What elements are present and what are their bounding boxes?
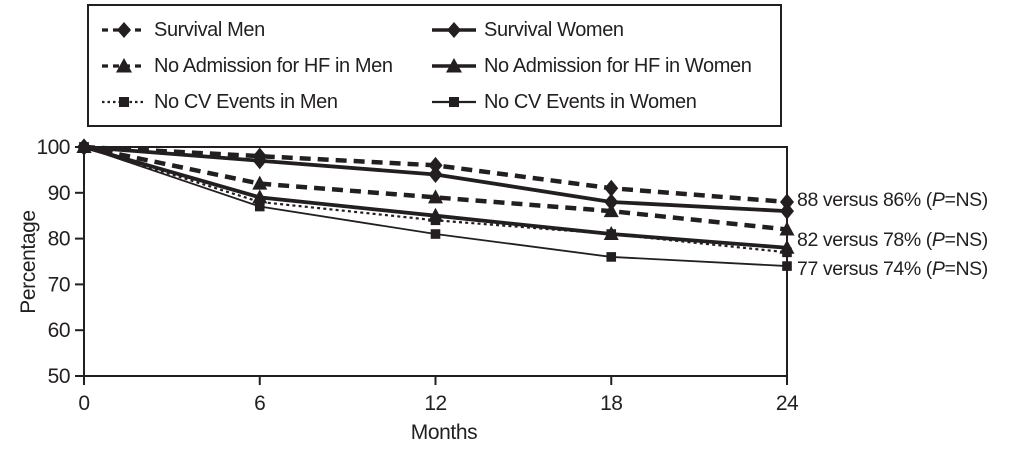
marker-square-4: [430, 215, 441, 226]
marker-diamond-1: [252, 152, 267, 170]
legend-item-cv-men: No CV Events in Men: [101, 84, 431, 120]
marker-square-5: [430, 229, 441, 239]
marker-triangle-2: [252, 175, 268, 190]
marker-diamond-0: [604, 179, 619, 197]
annotation-hf-comparison: 82 versus 78% (P=NS): [797, 229, 988, 252]
marker-square-5: [606, 252, 617, 262]
annotation-p-symbol: P: [931, 258, 945, 280]
marker-diamond-1: [780, 202, 794, 220]
legend-item-cv-women: No CV Events in Women: [431, 84, 780, 120]
annotation-text: =NS): [944, 258, 989, 280]
marker-triangle-2: [428, 189, 443, 204]
x-tick-label: 0: [78, 392, 89, 415]
legend-label: Survival Men: [154, 18, 265, 41]
x-tick-label: 12: [424, 392, 446, 415]
y-tick-label: 90: [48, 182, 70, 205]
solid-triangle-line-icon: [432, 58, 476, 73]
legend-item-survival-men: Survival Men: [101, 12, 431, 48]
marker-triangle-2: [603, 203, 619, 218]
chart-legend: Survival Men Survival Women No Admission…: [87, 4, 782, 127]
solid-square-line-icon: [432, 97, 476, 107]
y-tick-label: 100: [36, 136, 70, 159]
x-tick-label: 18: [600, 392, 622, 415]
y-axis-title: Percentage: [17, 210, 40, 314]
marker-diamond-1: [428, 165, 443, 183]
y-tick-label: 50: [48, 365, 70, 388]
x-tick-label: 6: [254, 392, 265, 415]
legend-label: No Admission for HF in Men: [154, 54, 393, 77]
annotation-text: 77 versus 74% (: [797, 258, 932, 280]
annotation-p-symbol: P: [931, 189, 945, 211]
marker-square-5: [79, 142, 89, 152]
dotted-square-line-icon: [102, 97, 146, 107]
x-axis-title: Months: [410, 421, 478, 444]
annotation-survival-comparison: 88 versus 86% (P=NS): [797, 189, 988, 212]
x-tick-label: 24: [776, 392, 799, 415]
y-tick-label: 80: [48, 228, 70, 251]
dashed-diamond-line-icon: [102, 22, 146, 38]
annotation-text: 82 versus 78% (: [797, 229, 932, 251]
marker-diamond-0: [428, 156, 443, 174]
annotation-text: 88 versus 86% (: [797, 189, 932, 211]
annotation-text: =NS): [944, 189, 989, 211]
marker-square-4: [782, 247, 792, 258]
y-tick-label: 60: [48, 319, 70, 342]
marker-square-5: [254, 201, 265, 212]
legend-label: No Admission for HF in Women: [484, 54, 752, 77]
y-tick-label: 70: [48, 273, 70, 296]
annotation-cv-comparison: 77 versus 74% (P=NS): [797, 258, 988, 281]
annotation-text: =NS): [944, 229, 989, 251]
annotation-p-symbol: P: [931, 229, 945, 251]
marker-diamond-1: [604, 193, 619, 211]
marker-square-5: [782, 261, 792, 271]
legend-item-hf-women: No Admission for HF in Women: [431, 48, 780, 84]
legend-item-survival-women: Survival Women: [431, 12, 780, 48]
legend-label: No CV Events in Men: [154, 90, 338, 113]
marker-diamond-0: [780, 193, 794, 211]
solid-diamond-line-icon: [432, 22, 476, 38]
marker-square-4: [606, 229, 617, 239]
legend-label: No CV Events in Women: [484, 90, 697, 113]
dashed-triangle-line-icon: [102, 58, 146, 73]
legend-label: Survival Women: [484, 18, 624, 41]
legend-item-hf-men: No Admission for HF in Men: [101, 48, 431, 84]
marker-triangle-2: [779, 221, 795, 236]
